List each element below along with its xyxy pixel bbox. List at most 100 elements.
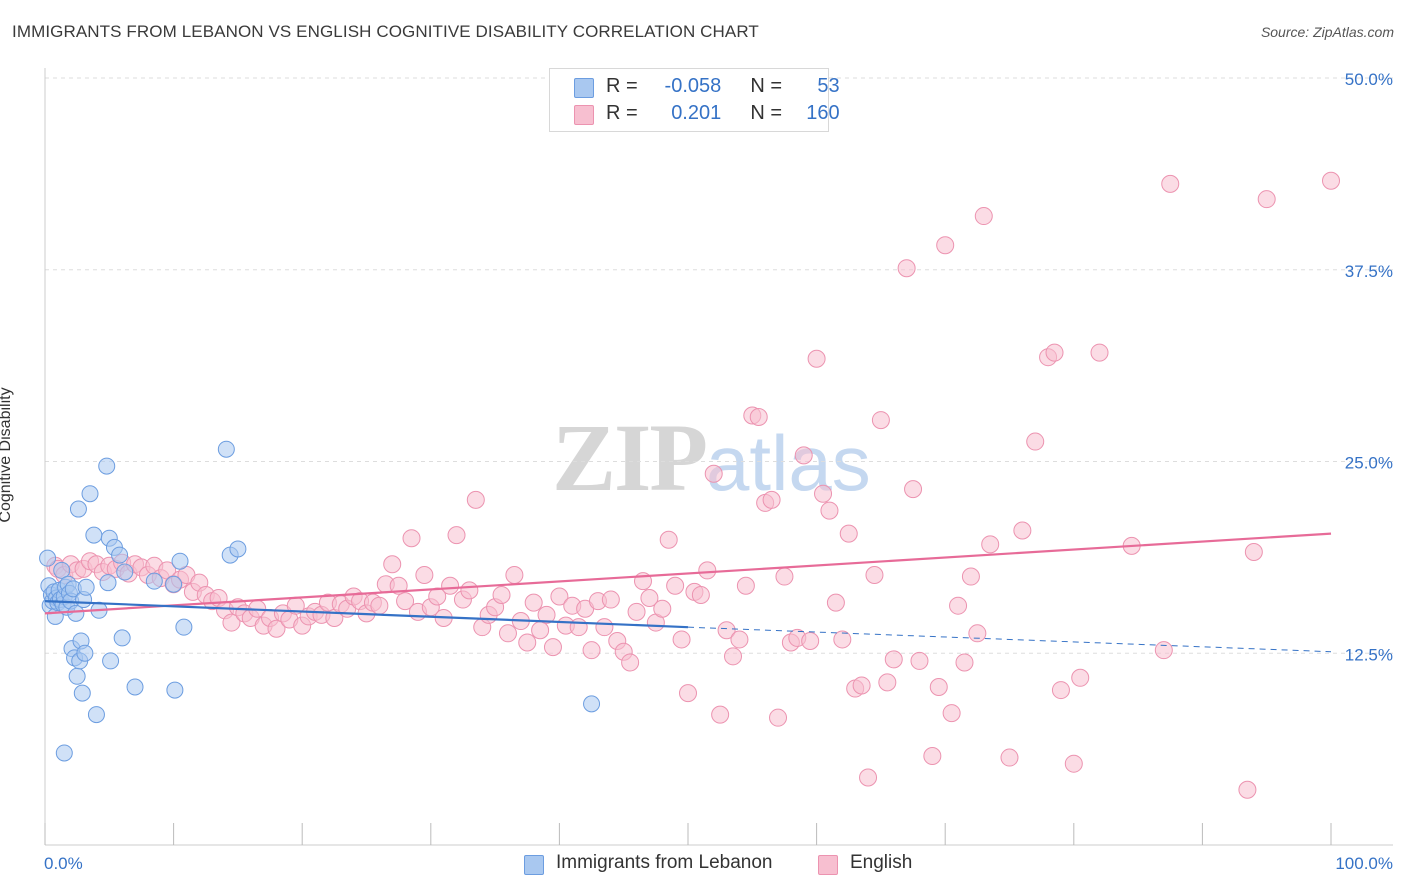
english-point (460, 581, 479, 600)
trend-lines (44, 532, 1332, 653)
r-label: R = (606, 102, 638, 124)
english-point (1257, 190, 1276, 209)
english-point (717, 621, 736, 640)
english-point (878, 673, 897, 692)
english-point (981, 535, 1000, 554)
lebanon-point (53, 561, 71, 579)
lebanon-point (116, 563, 134, 581)
english-point (910, 651, 929, 670)
lebanon-point (81, 485, 99, 503)
english-point (627, 602, 646, 621)
english-point (666, 576, 685, 595)
english-point (961, 567, 980, 586)
english-point (222, 613, 241, 632)
english-point (1071, 668, 1090, 687)
english-point (1026, 432, 1045, 451)
english-point (466, 490, 485, 509)
english-point (775, 567, 794, 586)
lebanon-point (111, 546, 129, 564)
english-point (679, 684, 697, 703)
english-point (524, 593, 543, 612)
english-point (839, 524, 858, 543)
lebanon-point (76, 644, 94, 662)
english-point (415, 566, 434, 585)
lebanon-point (126, 678, 144, 696)
english-point (871, 411, 890, 430)
english-point (826, 593, 845, 612)
english-point (794, 446, 813, 465)
lebanon-point (171, 552, 189, 570)
grid-lines (45, 77, 1393, 654)
english-swatch (574, 105, 594, 125)
english-point (711, 705, 730, 724)
english-point (1000, 748, 1019, 767)
english-point (518, 633, 537, 652)
english-point (769, 708, 788, 727)
english-point (698, 561, 717, 580)
tick-labels: 12.5% 25.0% 37.5% 50.0% 0.0% 100.0% (44, 70, 1393, 873)
english-point (447, 526, 466, 545)
english-point (383, 555, 402, 574)
english-point (968, 624, 987, 643)
english-trend-line (44, 532, 1332, 615)
english-point (801, 631, 820, 650)
y-tick-label: 37.5% (1345, 262, 1393, 281)
x-tick-label: 0.0% (44, 854, 83, 873)
english-point (402, 529, 421, 548)
n-label: N = (750, 75, 783, 97)
lebanon-point (68, 667, 86, 685)
english-point (441, 576, 460, 595)
english-point (1154, 641, 1173, 660)
axes (44, 68, 1393, 846)
lebanon-point (85, 526, 103, 544)
english-point (897, 259, 916, 278)
english-point (974, 207, 993, 226)
english-point (601, 590, 620, 609)
watermark-atlas: atlas (706, 419, 871, 507)
r-value: -0.058 (664, 75, 722, 97)
english-point (936, 236, 955, 255)
english-point (1244, 543, 1263, 562)
english-point (653, 599, 672, 618)
english-point (550, 587, 569, 606)
english-point (865, 566, 884, 585)
english-point (595, 618, 614, 637)
english-point (691, 585, 710, 604)
english-point (1045, 343, 1064, 362)
r-label: R = (606, 75, 638, 97)
english-point (1051, 681, 1070, 700)
lebanon-point (165, 575, 183, 593)
english-point (537, 605, 556, 624)
y-tick-label: 12.5% (1345, 645, 1393, 664)
english-point (923, 747, 942, 766)
correlation-legend: R = -0.058 N = 53 R = 0.201 N = 160 (549, 68, 840, 132)
lebanon-point (229, 540, 247, 558)
english-points (46, 171, 1340, 799)
english-point (814, 484, 833, 503)
english-point (929, 677, 948, 696)
english-point (762, 490, 781, 509)
english-point (396, 592, 415, 611)
english-point (724, 647, 743, 666)
chart-title: IMMIGRANTS FROM LEBANON VS ENGLISH COGNI… (12, 22, 759, 41)
english-point (730, 630, 749, 649)
english-point (543, 638, 562, 657)
english-point (884, 650, 903, 669)
english-point (949, 596, 968, 615)
english-point (370, 596, 389, 615)
lebanon-point (102, 652, 120, 670)
x-tick-label: 100.0% (1335, 854, 1393, 873)
english-point (942, 704, 961, 723)
english-point (498, 624, 517, 643)
english-point (1090, 343, 1109, 362)
english-point (659, 530, 678, 549)
lebanon-point (583, 695, 601, 713)
english-point (492, 585, 511, 604)
lebanon-point (55, 744, 73, 762)
english-point (833, 630, 852, 649)
lebanon-point (145, 572, 163, 590)
english-point (736, 576, 755, 595)
english-point (1013, 521, 1032, 540)
n-value: 53 (817, 75, 840, 97)
